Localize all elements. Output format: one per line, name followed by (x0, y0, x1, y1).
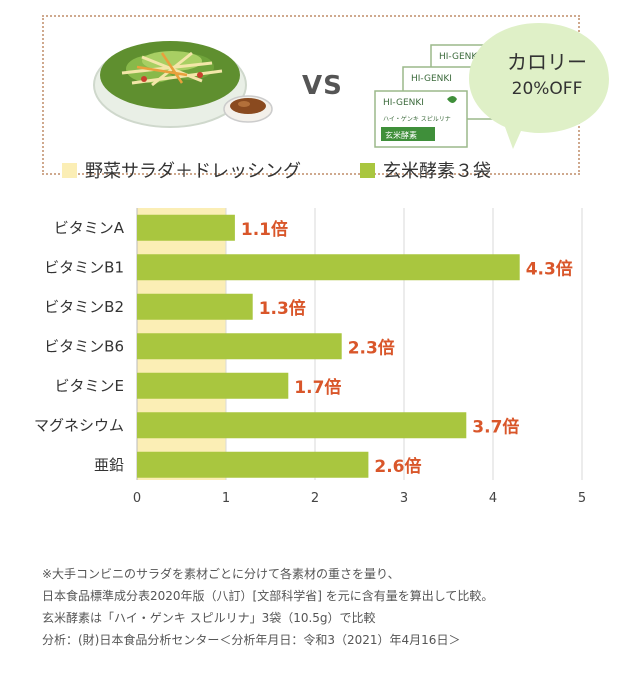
bar (137, 333, 342, 360)
salad-bowl-image (93, 41, 273, 128)
category-label: ビタミンA (54, 219, 125, 237)
bubble-line-calorie: カロリー (507, 50, 587, 74)
legend-swatch-salad (62, 162, 77, 178)
x-tick-label: 1 (222, 491, 230, 506)
footnote-line: ※大手コンビニのサラダを素材ごとに分けて各素材の重さを量り、 (42, 567, 400, 581)
vs-text: VS (302, 71, 343, 101)
legend-swatch-genmai (360, 162, 375, 178)
legend-item-salad: 野菜サラダ＋ドレッシング (62, 157, 301, 183)
value-label: 4.3倍 (526, 258, 573, 279)
x-tick-label: 2 (311, 491, 319, 506)
footnote-line: 分析：(財)日本食品分析センター＜分析年月日：令和3（2021）年4月16日＞ (42, 633, 461, 647)
category-label: ビタミンB6 (44, 337, 124, 355)
bubble-line-off: 20%OFF (511, 79, 583, 99)
pack-back-brand: HI-GENKI (439, 52, 480, 62)
category-label: ビタミンB1 (44, 258, 124, 276)
value-label: 3.7倍 (472, 416, 519, 437)
bar (137, 372, 289, 399)
pack-middle-brand: HI-GENKI (411, 74, 452, 84)
footnotes: ※大手コンビニのサラダを素材ごとに分けて各素材の重さを量り、 日本食品標準成分表… (42, 563, 622, 651)
legend-label-salad: 野菜サラダ＋ドレッシング (85, 161, 301, 182)
pack-front: HI-GENKI ハイ・ゲンキ スピルリナ 玄米酵素 (374, 90, 468, 148)
x-tick-label: 3 (400, 491, 408, 506)
calorie-bubble-text: カロリー 20%OFF (488, 48, 606, 102)
pack-front-label: 玄米酵素 (385, 130, 417, 140)
bar (137, 254, 520, 281)
bar (137, 451, 369, 478)
category-label: ビタミンE (55, 377, 124, 395)
category-label: ビタミンB2 (44, 298, 124, 316)
value-label: 1.1倍 (241, 219, 288, 240)
category-label: 亜鉛 (94, 456, 124, 474)
bar (137, 412, 467, 439)
x-tick-label: 4 (489, 491, 497, 506)
x-tick-label: 5 (578, 491, 586, 506)
value-label: 2.3倍 (348, 337, 395, 358)
pack-front-brand: HI-GENKI (383, 98, 424, 108)
x-tick-label: 0 (133, 491, 141, 506)
bar (137, 214, 235, 241)
legend-item-genmai: 玄米酵素３袋 (360, 157, 491, 183)
footnote-line: 日本食品標準成分表2020年版（八訂）[文部科学省] を元に含有量を算出して比較… (42, 589, 494, 603)
pack-front-subtitle: ハイ・ゲンキ スピルリナ (383, 115, 451, 123)
bar (137, 293, 253, 320)
category-label: マグネシウム (34, 416, 124, 434)
calorie-speech-bubble (469, 23, 609, 149)
footnote-line: 玄米酵素は「ハイ・ゲンキ スピルリナ」3袋（10.5g）で比較 (42, 611, 376, 625)
legend-label-genmai: 玄米酵素３袋 (383, 161, 491, 182)
value-label: 1.7倍 (294, 377, 341, 398)
value-label: 2.6倍 (374, 456, 421, 477)
value-label: 1.3倍 (259, 298, 306, 319)
